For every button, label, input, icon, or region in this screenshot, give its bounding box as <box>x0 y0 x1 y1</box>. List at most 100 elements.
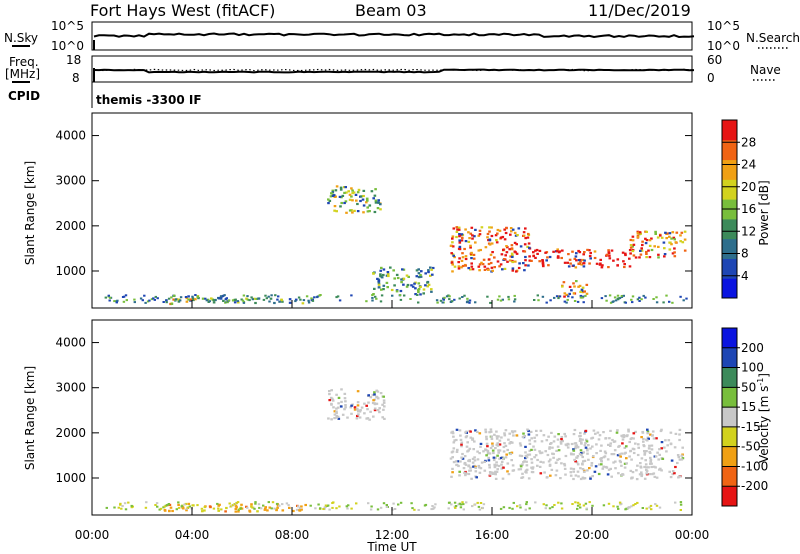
velocity-cell <box>549 474 552 477</box>
power-cell <box>170 296 173 299</box>
velocity-cell <box>540 451 544 454</box>
velocity-cell <box>335 412 338 415</box>
power-cell <box>331 189 335 192</box>
power-cell <box>350 209 353 212</box>
power-cell <box>436 301 439 304</box>
power-cell <box>222 299 225 302</box>
power-cell <box>472 253 476 256</box>
power-cell <box>451 235 455 238</box>
velocity-cell <box>538 465 542 468</box>
velocity-cell <box>599 457 602 460</box>
velocity-cell <box>359 409 362 412</box>
power-cell <box>505 245 508 248</box>
velocity-cell <box>356 390 360 393</box>
velocity-cell <box>479 442 483 445</box>
velocity-cell <box>581 463 584 466</box>
power-colorbar-tick-label: 8 <box>741 247 749 261</box>
velocity-cell <box>664 439 667 442</box>
power-cell <box>503 267 507 270</box>
velocity-cell <box>495 435 499 438</box>
velocity-cell <box>458 474 461 477</box>
power-cell <box>338 299 342 302</box>
power-cell <box>582 301 585 304</box>
power-cell <box>219 297 223 300</box>
velocity-cell <box>645 439 649 442</box>
power-cell <box>382 284 386 287</box>
power-cell <box>170 302 174 305</box>
power-cell <box>173 294 176 297</box>
power-cell <box>456 228 459 231</box>
power-cell <box>488 230 491 233</box>
power-cell <box>668 232 672 235</box>
velocity-cell <box>572 477 575 481</box>
power-cell <box>240 298 243 301</box>
power-cell <box>488 243 492 246</box>
velocity-cell <box>524 451 527 454</box>
power-cell <box>624 252 627 255</box>
velocity-cell <box>502 457 505 461</box>
power-cell <box>640 247 643 250</box>
power-cell <box>665 237 668 240</box>
power-cell <box>605 253 609 256</box>
power-cell <box>683 230 687 233</box>
velocity-cell <box>496 468 499 471</box>
velocity-cell <box>652 472 656 475</box>
velocity-cell <box>646 432 649 435</box>
power-colorbar-swatch <box>722 238 737 259</box>
velocity-cell <box>512 469 516 472</box>
power-cell <box>185 297 189 300</box>
power-cell <box>593 250 597 253</box>
power-cell <box>474 301 477 304</box>
velocity-cell <box>464 474 467 477</box>
power-cell <box>419 285 422 288</box>
velocity-cell <box>500 467 504 470</box>
velocity-cell <box>549 458 552 461</box>
velocity-cell <box>523 435 526 438</box>
power-cell <box>571 250 574 253</box>
velocity-cell <box>521 472 524 475</box>
velocity-scatter <box>105 388 685 513</box>
velocity-cell <box>560 507 564 510</box>
velocity-cell <box>382 399 386 402</box>
velocity-cell <box>649 504 653 507</box>
power-cell <box>582 262 585 265</box>
power-cell <box>402 277 406 280</box>
velocity-cell <box>645 466 648 469</box>
velocity-cell <box>168 510 171 513</box>
power-cell <box>628 249 632 252</box>
velocity-cell <box>569 467 573 470</box>
velocity-cell <box>489 473 492 476</box>
velocity-cell <box>461 457 465 460</box>
velocity-cell <box>203 509 206 512</box>
power-colorbar-tick-label: 16 <box>741 202 756 216</box>
power-cell <box>370 190 374 193</box>
velocity-cell <box>469 436 473 439</box>
power-cell <box>490 234 494 238</box>
power-colorbar-tick-label: 28 <box>741 135 756 149</box>
velocity-cell <box>492 456 496 459</box>
velocity-cell <box>463 461 467 465</box>
velocity-cell <box>572 467 576 471</box>
velocity-cell <box>604 452 608 455</box>
power-cell <box>503 228 506 231</box>
power-cell <box>638 296 641 299</box>
power-cell <box>455 226 459 229</box>
power-cell <box>327 202 330 205</box>
power-cell <box>185 300 189 303</box>
power-cell <box>506 260 509 263</box>
velocity-cell <box>545 476 549 479</box>
velocity-cell <box>234 504 238 507</box>
velocity-cell <box>467 472 471 476</box>
velocity-cell <box>506 470 509 473</box>
power-cell <box>368 204 372 207</box>
power-cell <box>201 297 205 300</box>
power-cell <box>614 299 618 302</box>
power-cell <box>515 243 518 246</box>
power-cell <box>474 228 477 231</box>
velocity-cell <box>654 503 657 506</box>
power-cell <box>379 203 382 206</box>
velocity-cell <box>340 400 343 403</box>
velocity-cell <box>630 458 633 461</box>
power-cell <box>409 298 412 300</box>
velocity-cell <box>544 450 547 453</box>
